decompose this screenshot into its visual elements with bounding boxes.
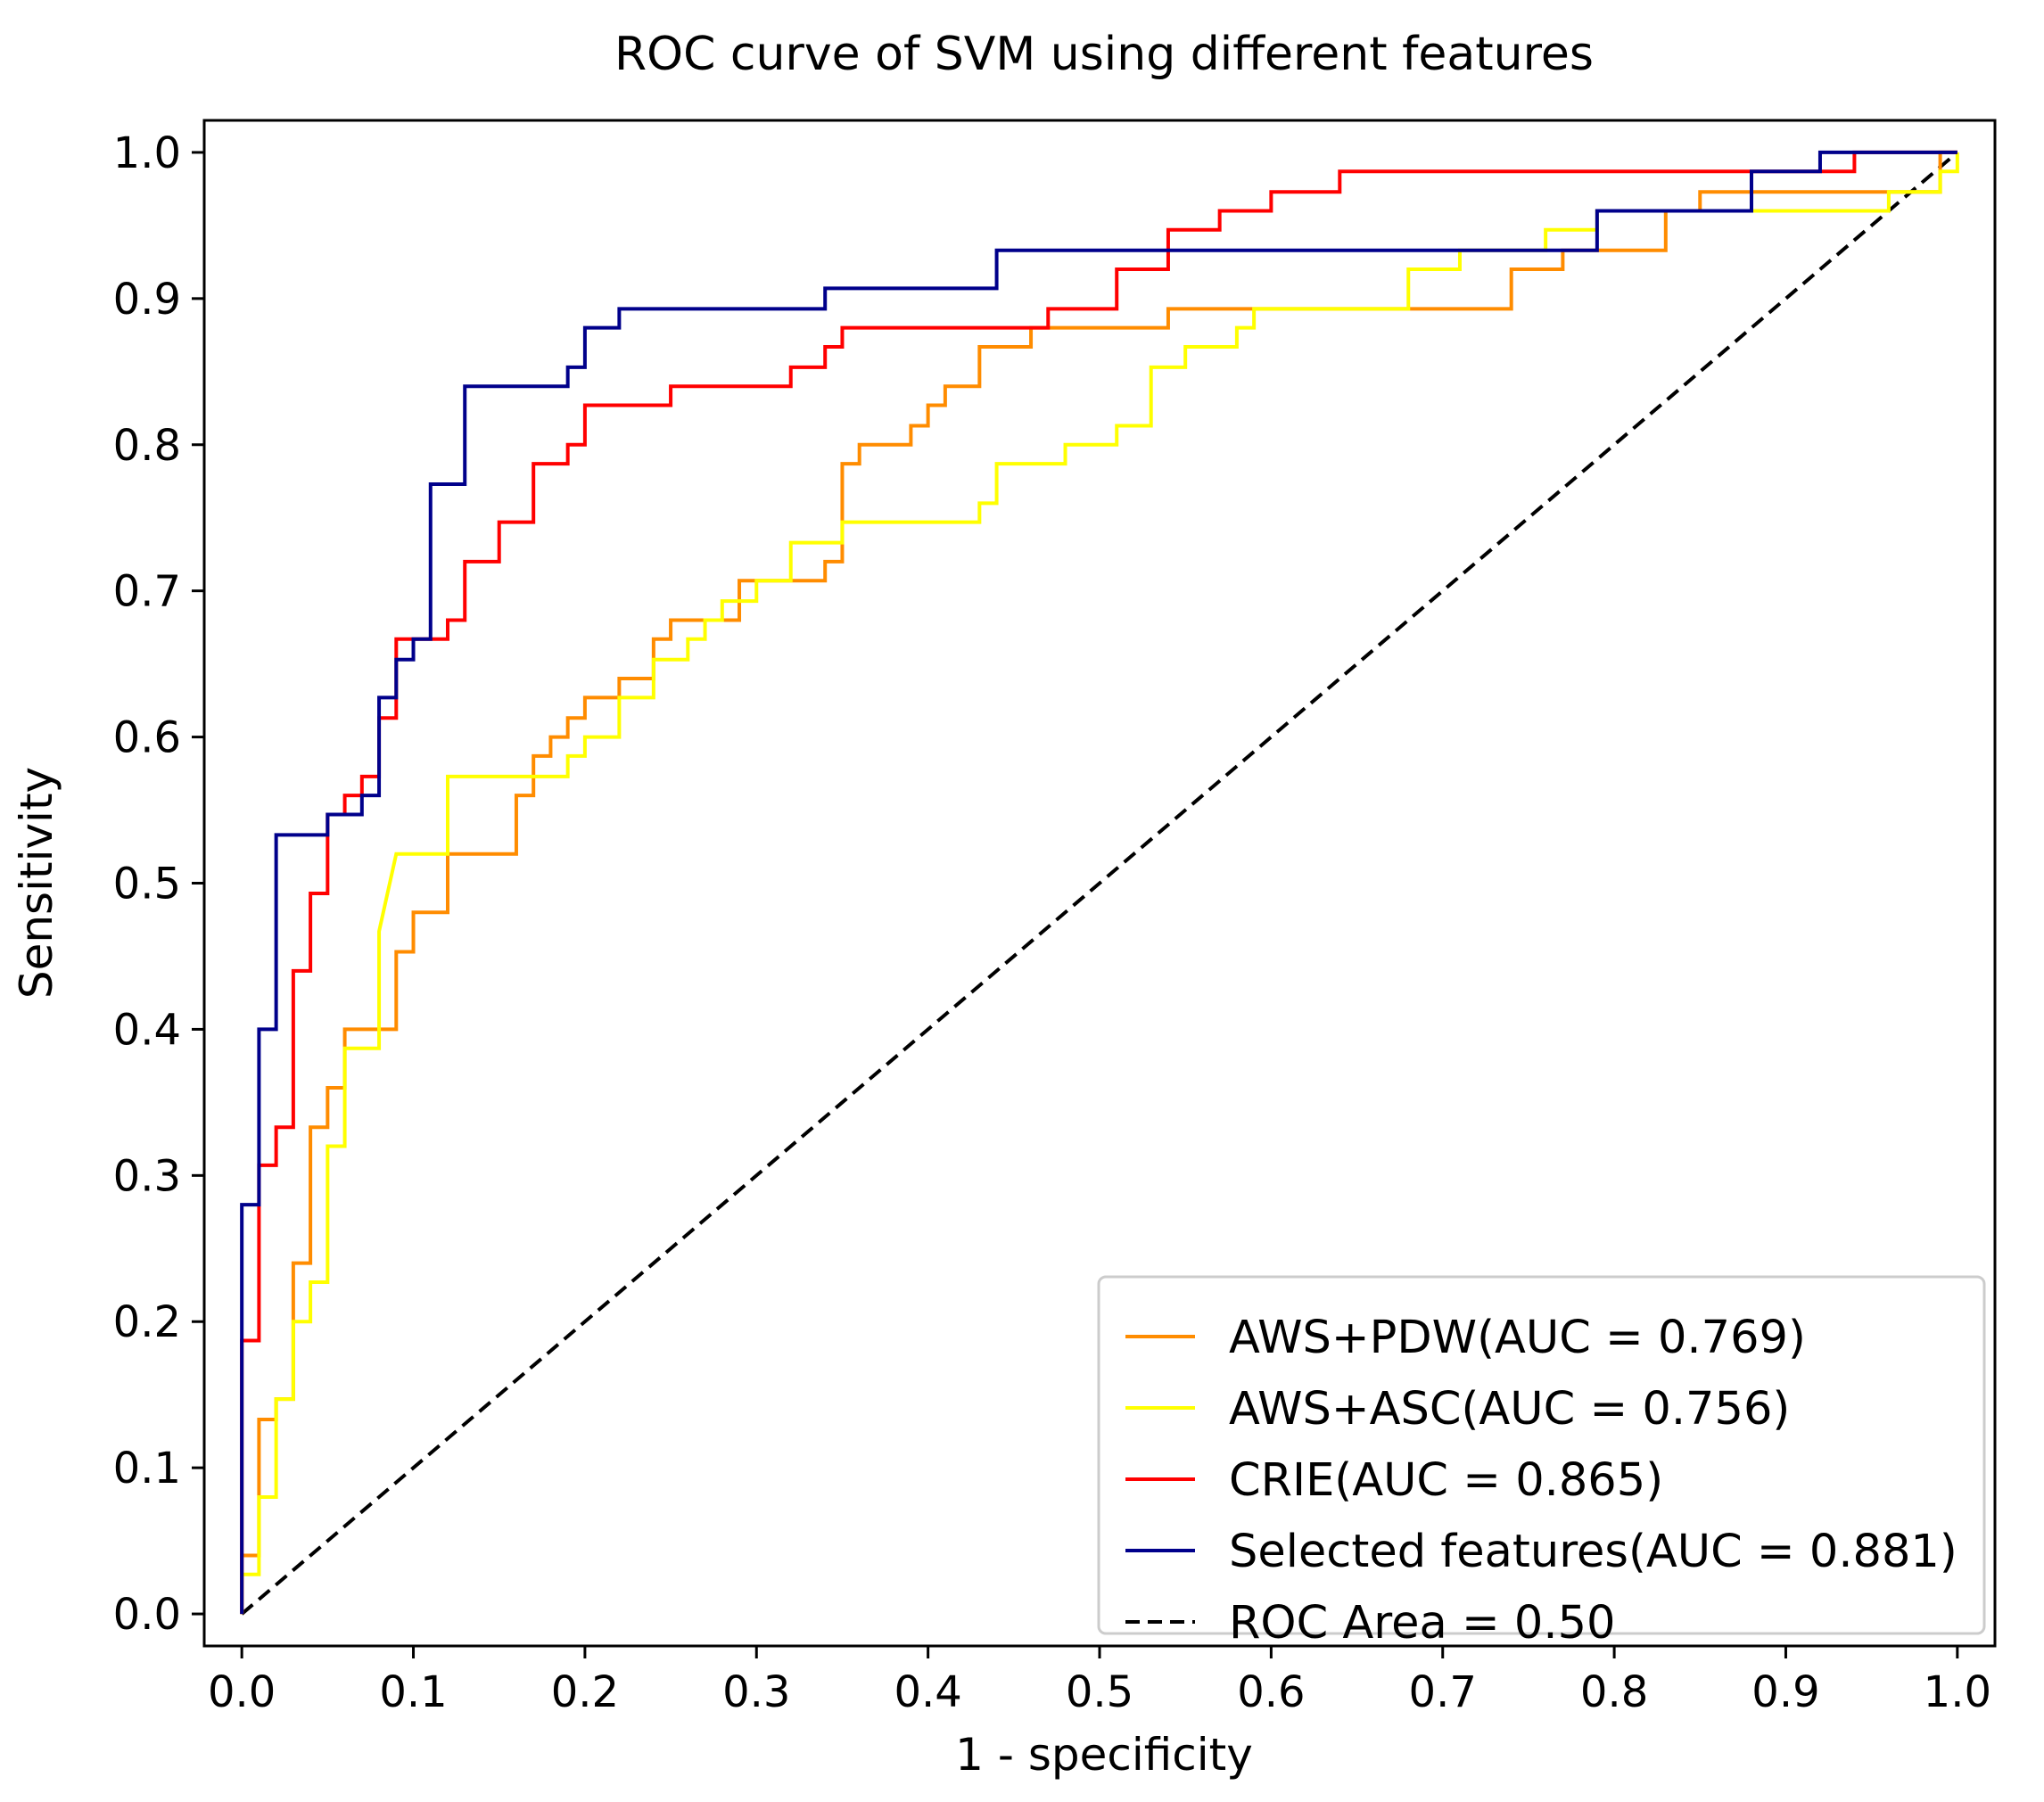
y-tick-label: 1.0	[113, 128, 181, 178]
x-tick-label: 0.6	[1237, 1667, 1305, 1717]
x-tick-label: 0.8	[1580, 1667, 1648, 1717]
x-tick-label: 0.3	[722, 1667, 790, 1717]
plot-area	[240, 150, 1959, 1616]
series-layer	[240, 150, 1959, 1616]
x-tick-label: 0.0	[208, 1667, 276, 1717]
y-tick-label: 0.0	[113, 1590, 181, 1640]
y-tick-label: 0.9	[113, 275, 181, 325]
chart-title: ROC curve of SVM using different feature…	[614, 28, 1594, 81]
legend-label-4: ROC Area = 0.50	[1229, 1597, 1615, 1650]
legend-label-0: AWS+PDW(AUC = 0.769)	[1229, 1312, 1806, 1364]
x-tick-label: 0.9	[1751, 1667, 1819, 1717]
series-line-1	[240, 152, 1959, 1615]
legend: AWS+PDW(AUC = 0.769) AWS+ASC(AUC = 0.756)…	[1097, 1275, 1986, 1650]
y-tick-label: 0.2	[113, 1297, 181, 1347]
x-tick-label: 0.2	[551, 1667, 619, 1717]
x-tick-label: 0.1	[379, 1667, 447, 1717]
x-tick-label: 1.0	[1924, 1667, 1991, 1717]
legend-label-2: CRIE(AUC = 0.865)	[1229, 1454, 1663, 1507]
y-tick-label: 0.1	[113, 1444, 181, 1493]
y-tick-label: 0.5	[113, 860, 181, 909]
y-axis-ticks: 0.0 0.1 0.2 0.3 0.4 0.5 0.6 0.7 0.8 0.9 1.0	[113, 128, 204, 1640]
legend-items: AWS+PDW(AUC = 0.769) AWS+ASC(AUC = 0.756)…	[1125, 1312, 1957, 1650]
series-line-4	[240, 151, 1959, 1616]
y-tick-label: 0.8	[113, 421, 181, 471]
y-tick-label: 0.6	[113, 713, 181, 763]
x-tick-label: 0.4	[894, 1667, 961, 1717]
y-tick-label: 0.3	[113, 1151, 181, 1201]
legend-label-1: AWS+ASC(AUC = 0.756)	[1229, 1383, 1790, 1436]
x-tick-label: 0.7	[1409, 1667, 1477, 1717]
y-tick-label: 0.7	[113, 567, 181, 617]
x-tick-label: 0.5	[1066, 1667, 1133, 1717]
x-axis-ticks: 0.0 0.1 0.2 0.3 0.4 0.5 0.6 0.7 0.8 0.9 1.0	[208, 1646, 1991, 1717]
x-axis-label: 1 - specificity	[955, 1729, 1253, 1781]
legend-label-3: Selected features(AUC = 0.881)	[1229, 1526, 1957, 1578]
series-line-3	[240, 150, 1957, 1615]
y-tick-label: 0.4	[113, 1005, 181, 1055]
series-line-2	[240, 150, 1957, 1615]
legend-box	[1097, 1275, 1986, 1635]
y-axis-label: Sensitivity	[11, 767, 62, 999]
